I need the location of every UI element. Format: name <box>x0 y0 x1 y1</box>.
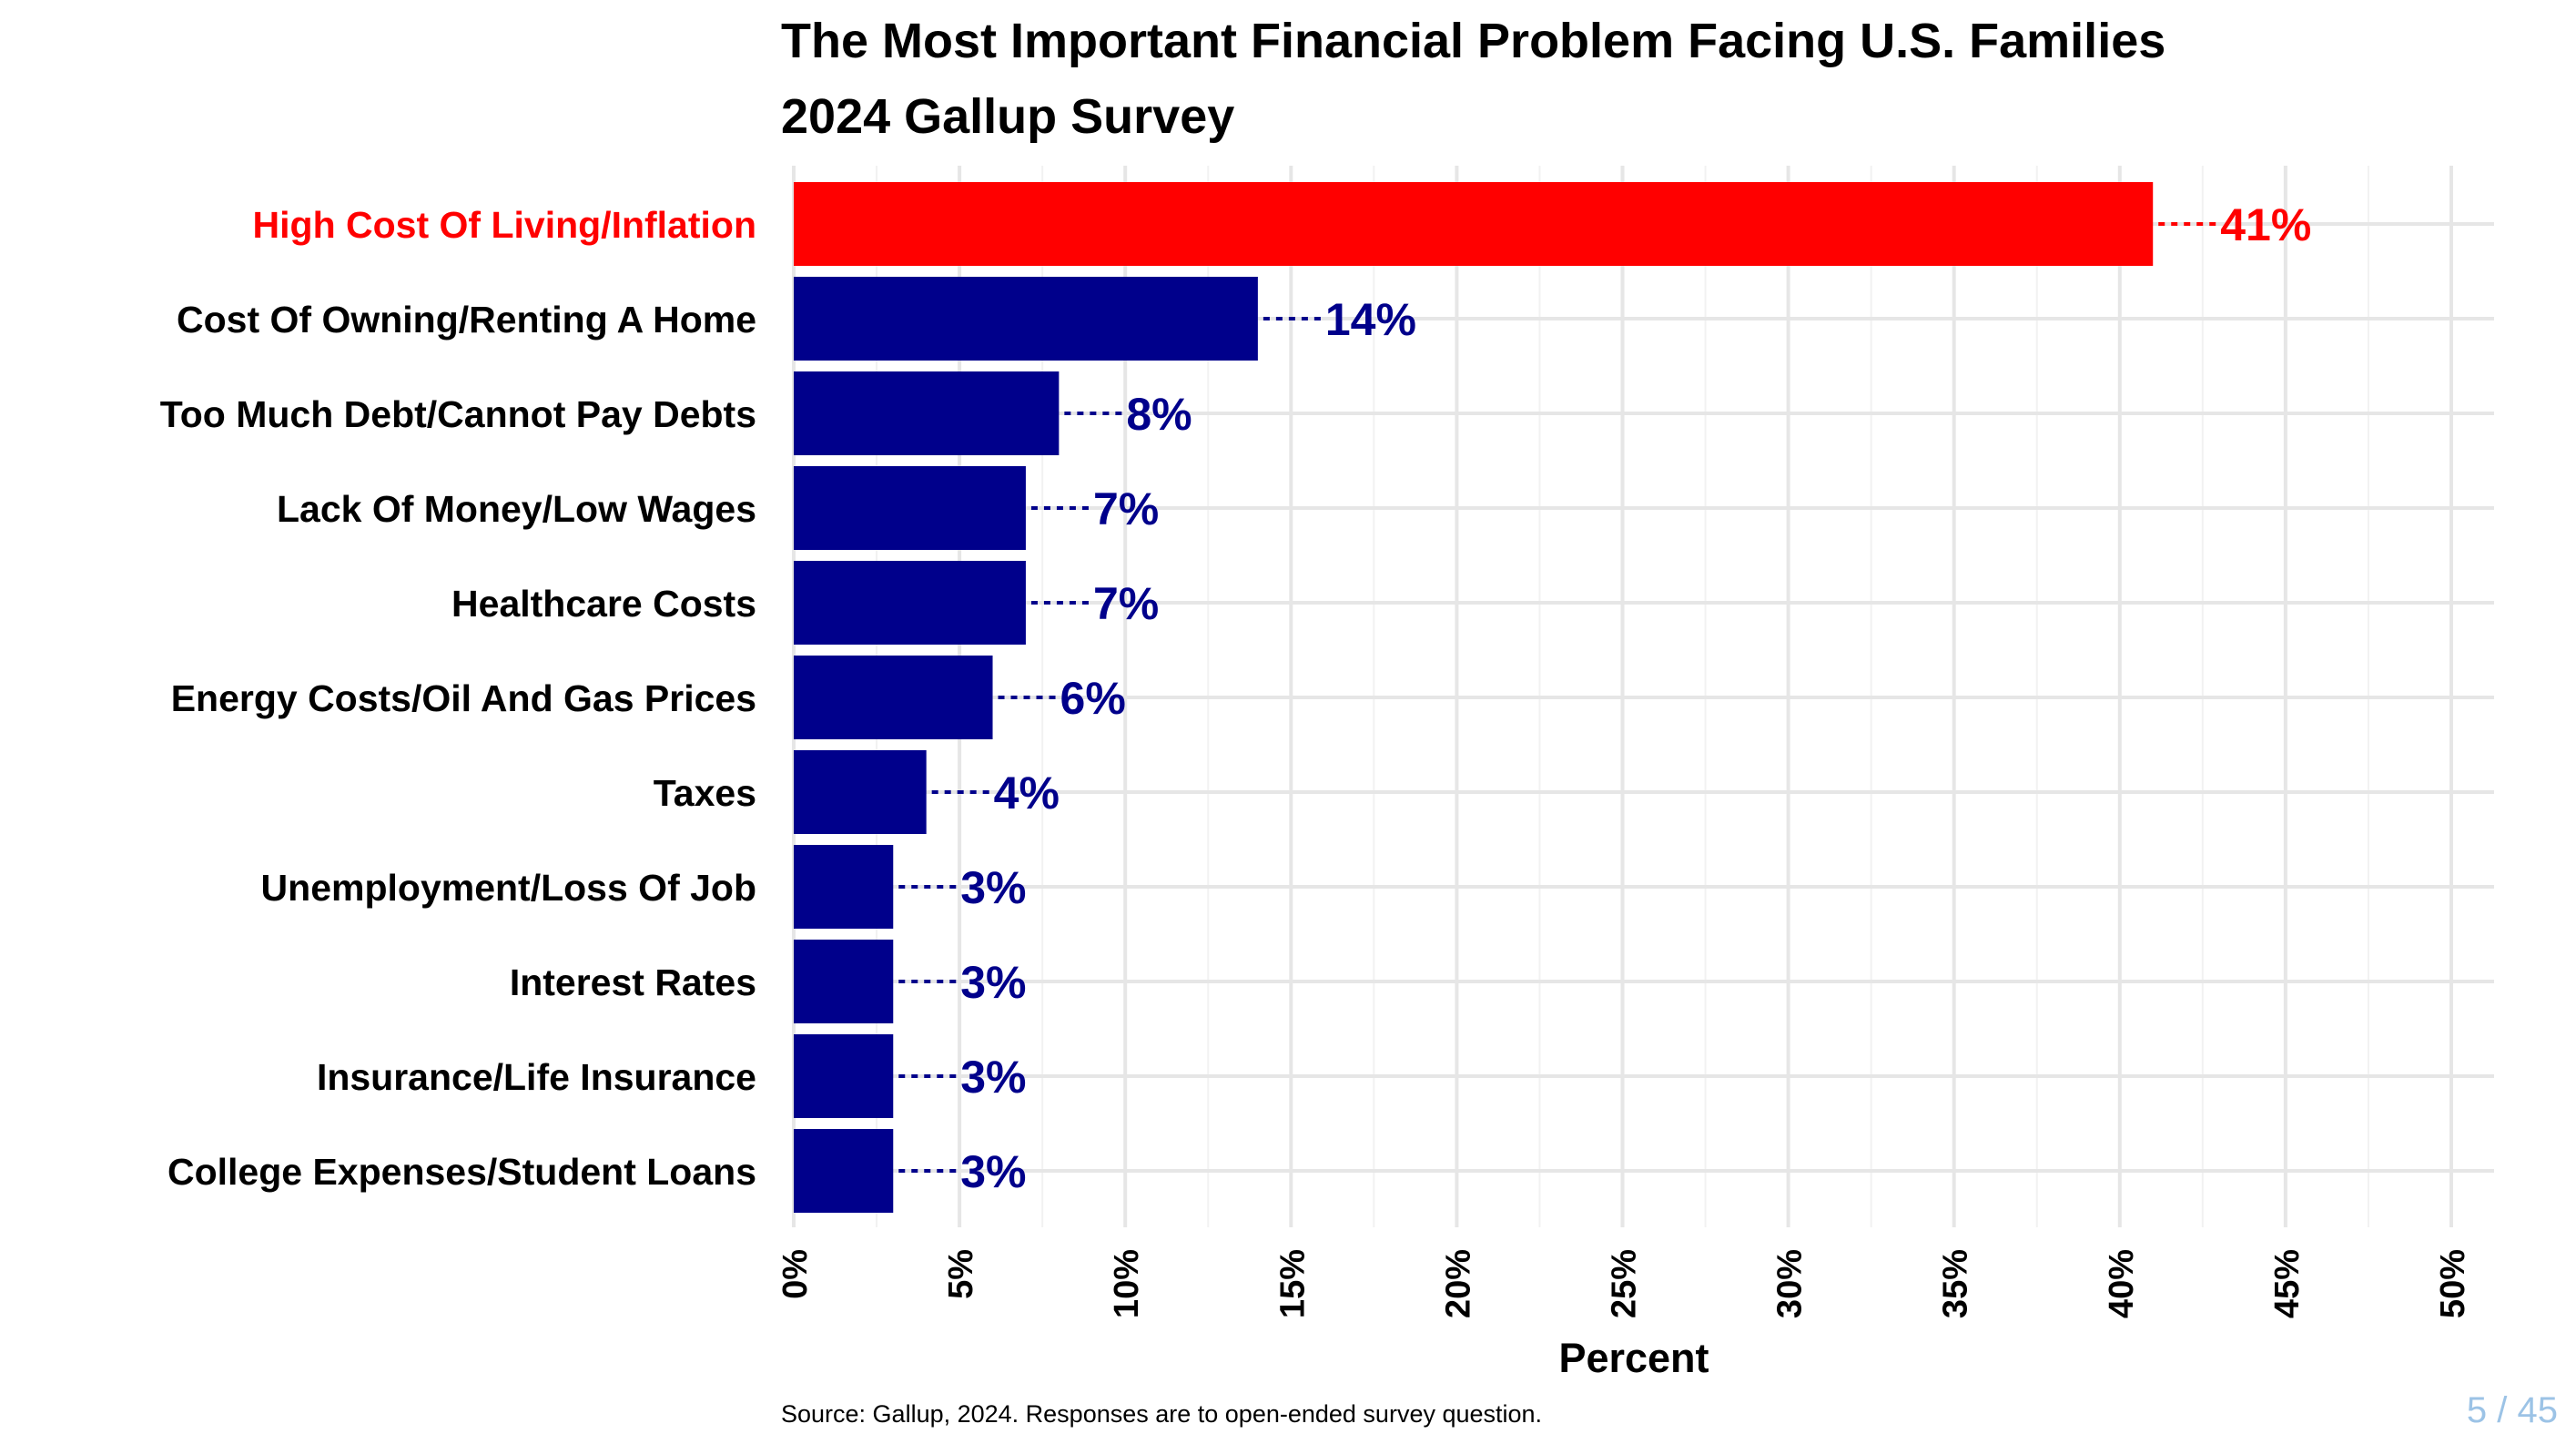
category-label: Unemployment/Loss Of Job <box>261 867 756 909</box>
chart-title: The Most Important Financial Problem Fac… <box>781 14 2165 68</box>
x-tick-label: 20% <box>1439 1249 1477 1318</box>
bar <box>794 1034 894 1118</box>
category-label: Too Much Debt/Cannot Pay Debts <box>160 393 756 435</box>
category-label: Lack Of Money/Low Wages <box>277 488 756 530</box>
bar <box>794 750 927 834</box>
value-label: 3% <box>960 1052 1026 1103</box>
value-label: 3% <box>960 862 1026 913</box>
value-label: 8% <box>1126 389 1192 440</box>
leader-lines <box>898 222 2219 1173</box>
x-axis-title: Percent <box>1558 1335 1709 1381</box>
x-tick-label: 0% <box>776 1249 815 1299</box>
x-tick-label: 45% <box>2268 1249 2307 1318</box>
category-labels: High Cost Of Living/Inflation Cost Of Own… <box>160 204 756 1193</box>
value-label: 14% <box>1325 294 1416 345</box>
x-tick-label: 25% <box>1606 1249 1644 1318</box>
x-tick-labels: 0% 5% 10% 15% 20% 25% 30% 35% 40% 45% 50% <box>776 1249 2472 1318</box>
bar <box>794 940 894 1023</box>
x-tick-label: 50% <box>2434 1249 2472 1318</box>
category-label: College Expenses/Student Loans <box>167 1151 756 1193</box>
x-tick-label: 10% <box>1108 1249 1146 1318</box>
category-label: Healthcare Costs <box>451 583 756 625</box>
bar <box>794 561 1026 645</box>
x-tick-label: 30% <box>1771 1249 1810 1318</box>
source-note: Source: Gallup, 2024. Responses are to o… <box>781 1400 1542 1428</box>
category-label: Interest Rates <box>510 961 756 1003</box>
bar <box>794 277 1258 361</box>
value-labels: 41% 14% 8% 7% 7% 6%4% 3% 3% 3% 3% <box>960 199 2311 1197</box>
x-tick-label: 35% <box>1937 1249 1975 1318</box>
value-label: 3% <box>960 957 1026 1008</box>
x-tick-label: 15% <box>1273 1249 1312 1318</box>
x-tick-label: 40% <box>2103 1249 2141 1318</box>
chart-subtitle: 2024 Gallup Survey <box>781 89 1234 144</box>
category-label: Cost Of Owning/Renting A Home <box>177 299 756 341</box>
category-label: Taxes <box>654 772 756 814</box>
category-label: High Cost Of Living/Inflation <box>253 204 756 246</box>
category-label: Energy Costs/Oil And Gas Prices <box>171 677 756 719</box>
bar <box>794 845 894 929</box>
value-label: 41% <box>2220 199 2311 250</box>
value-label: 4% <box>994 768 1060 819</box>
value-label: 6% <box>1060 673 1126 724</box>
bar <box>794 1129 894 1213</box>
category-label: Insurance/Life Insurance <box>317 1056 756 1098</box>
x-tick-label: 5% <box>942 1249 980 1299</box>
bar <box>794 656 993 739</box>
bars <box>794 182 2154 1213</box>
bar <box>794 466 1026 550</box>
value-label: 7% <box>1093 483 1159 534</box>
bar <box>794 182 2154 266</box>
page-number: 5 / 45 <box>2467 1390 2558 1430</box>
value-label: 3% <box>960 1146 1026 1197</box>
value-label: 7% <box>1093 578 1159 629</box>
bar <box>794 371 1060 455</box>
